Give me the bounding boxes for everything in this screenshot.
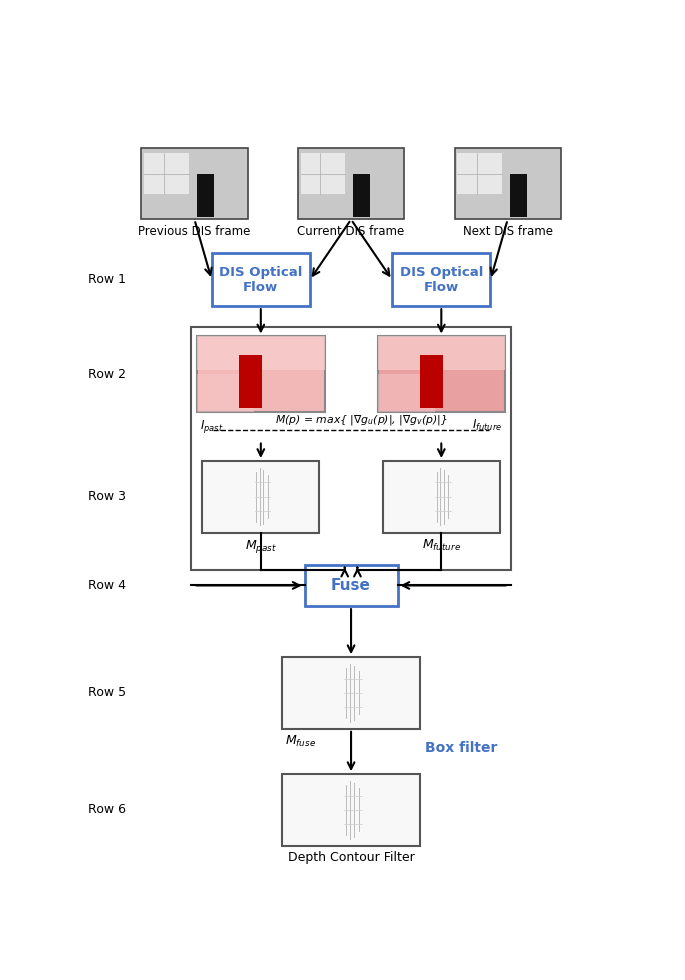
- Bar: [305, 564, 397, 607]
- Bar: [383, 461, 499, 532]
- Bar: [510, 173, 527, 217]
- Bar: [190, 327, 512, 570]
- Text: Row 2: Row 2: [88, 368, 126, 380]
- Text: Row 1: Row 1: [88, 273, 126, 286]
- Bar: [377, 336, 505, 370]
- Bar: [239, 356, 262, 408]
- Bar: [197, 173, 214, 217]
- Text: Current DIS frame: Current DIS frame: [297, 224, 405, 238]
- Bar: [393, 254, 490, 307]
- Text: Row 3: Row 3: [88, 490, 126, 504]
- Text: Box filter: Box filter: [425, 741, 498, 755]
- Text: M$_{fuse}$: M$_{fuse}$: [285, 734, 316, 749]
- Bar: [377, 374, 435, 412]
- Text: M(p) = $max${ |$\nabla g_u$(p)|, |$\nabla g_v$(p)|}: M(p) = $max${ |$\nabla g_u$(p)|, |$\nabl…: [275, 413, 448, 427]
- Text: Row 4: Row 4: [88, 579, 126, 592]
- Text: DIS Optical
Flow: DIS Optical Flow: [219, 266, 303, 294]
- Bar: [282, 658, 420, 729]
- Bar: [420, 356, 443, 408]
- Bar: [377, 336, 505, 412]
- Text: $I_{future}$: $I_{future}$: [472, 417, 502, 433]
- Bar: [298, 148, 404, 220]
- Text: $I_{past}$: $I_{past}$: [200, 417, 223, 435]
- Text: Row 6: Row 6: [88, 804, 126, 816]
- Bar: [197, 336, 325, 370]
- Text: Depth Contour Filter: Depth Contour Filter: [288, 851, 414, 864]
- Text: Row 5: Row 5: [88, 686, 127, 700]
- Bar: [197, 336, 325, 412]
- Bar: [353, 173, 370, 217]
- Bar: [144, 153, 188, 194]
- Bar: [301, 153, 345, 194]
- Text: Previous DIS frame: Previous DIS frame: [138, 224, 251, 238]
- Bar: [455, 148, 561, 220]
- Bar: [212, 254, 310, 307]
- Bar: [141, 148, 247, 220]
- Text: DIS Optical
Flow: DIS Optical Flow: [399, 266, 483, 294]
- Text: Fuse: Fuse: [331, 578, 371, 593]
- Text: M$_{past}$: M$_{past}$: [245, 538, 277, 555]
- Bar: [203, 461, 319, 532]
- Bar: [197, 374, 254, 412]
- Text: Next DIS frame: Next DIS frame: [462, 224, 553, 238]
- Text: M$_{future}$: M$_{future}$: [422, 538, 461, 553]
- Bar: [458, 153, 502, 194]
- Bar: [282, 774, 420, 846]
